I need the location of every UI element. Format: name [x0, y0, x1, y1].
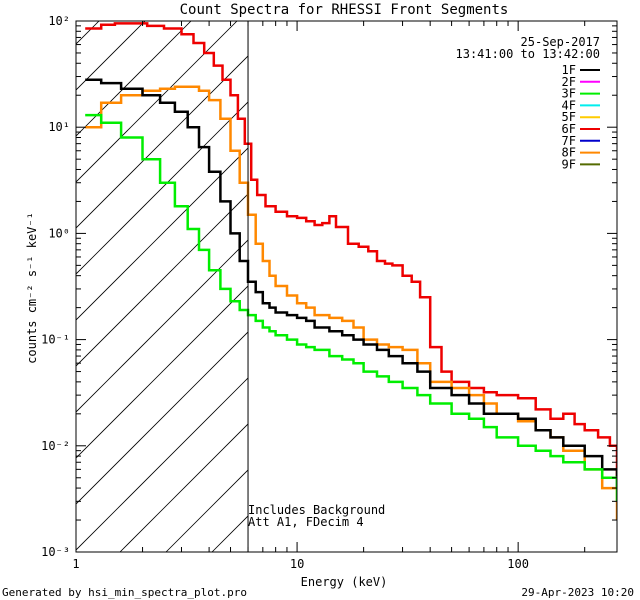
legend-label-9F: 9F	[562, 157, 576, 171]
series-6F-line	[85, 22, 617, 478]
series-8F-line	[85, 85, 617, 520]
x-tick-label: 1	[72, 557, 79, 571]
footer-timestamp: 29-Apr-2023 10:20	[521, 586, 634, 599]
series-group	[85, 22, 617, 520]
annotation-background: Includes Background	[248, 503, 385, 517]
y-tick-label: 10⁻¹	[41, 333, 70, 347]
y-tick-label: 10⁻³	[41, 545, 70, 559]
legend-date: 25-Sep-2017	[521, 35, 600, 49]
legend-label-5F: 5F	[562, 110, 576, 124]
legend-label-6F: 6F	[562, 122, 576, 136]
y-tick-label: 10⁰	[48, 226, 70, 240]
x-axis-label: Energy (keV)	[301, 575, 388, 589]
y-tick-label: 10²	[48, 14, 70, 28]
legend-label-3F: 3F	[562, 87, 576, 101]
x-tick-label: 10	[290, 557, 304, 571]
background-hatch-region	[76, 21, 249, 552]
y-tick-label: 10⁻²	[41, 439, 70, 453]
series-3F-line	[85, 113, 617, 502]
footer-generated-by: Generated by hsi_min_spectra_plot.pro	[2, 586, 247, 599]
legend-label-2F: 2F	[562, 75, 576, 89]
legend-label-4F: 4F	[562, 98, 576, 112]
legend-label-8F: 8F	[562, 146, 576, 160]
plot-frame	[75, 20, 618, 553]
legend-time-range: 13:41:00 to 13:42:00	[456, 47, 601, 61]
x-tick-label: 100	[507, 557, 529, 571]
axis-ticks: 1 10 100 10⁻³ 10⁻² 10⁻¹ 10⁰ 10¹ 10²	[41, 14, 617, 571]
y-axis-label: counts cm⁻² s⁻¹ keV⁻¹	[25, 212, 39, 364]
chart-title: Count Spectra for RHESSI Front Segments	[180, 2, 509, 18]
series-1F-line	[85, 78, 617, 489]
legend-label-1F: 1F	[562, 63, 576, 77]
legend-label-7F: 7F	[562, 134, 576, 148]
annotation-attenuator: Att A1, FDecim 4	[248, 515, 364, 529]
y-tick-label: 10¹	[48, 120, 70, 134]
